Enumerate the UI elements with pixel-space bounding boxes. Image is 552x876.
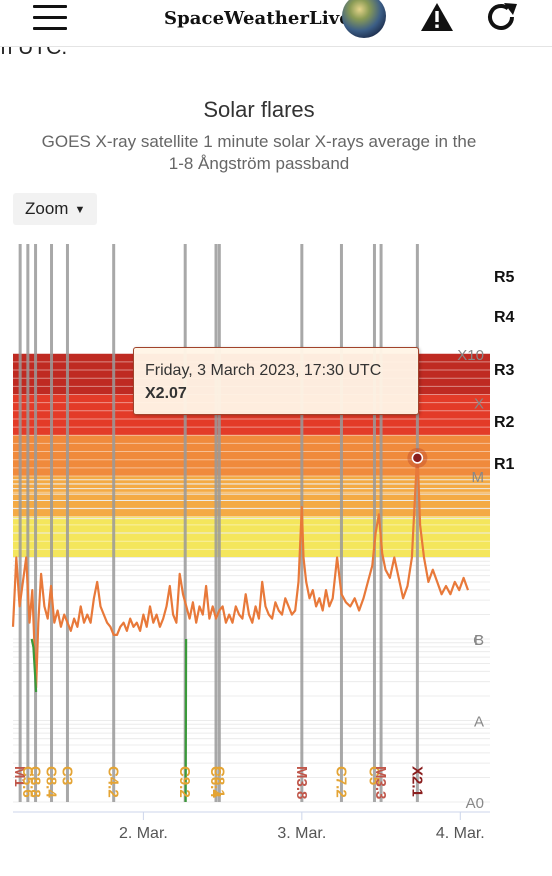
top-bar: SpaceWeatherLive — [0, 0, 552, 47]
chart-subtitle: GOES X-ray satellite 1 minute solar X-ra… — [41, 132, 477, 173]
reload-icon[interactable] — [484, 1, 520, 33]
y-tick-m: M — [472, 469, 485, 486]
warning-icon[interactable] — [420, 2, 454, 32]
hover-point[interactable] — [411, 452, 424, 464]
x-tick-label: 3. Mar. — [277, 825, 326, 842]
y-tick-b: B — [474, 632, 484, 649]
y-tick-a0: A0 — [466, 795, 484, 812]
y-tick-x: X — [474, 396, 484, 413]
flare-label: C8.4 — [43, 766, 60, 798]
flare-label: M3.3 — [372, 766, 389, 799]
flare-label: C3 — [59, 766, 76, 785]
y-tick-x10: X10 — [457, 347, 484, 364]
flare-label: M1 — [11, 766, 28, 787]
flare-label: C6.4 — [207, 766, 224, 798]
chart-tooltip: Friday, 3 March 2023, 17:30 UTC X2.07 — [133, 347, 419, 415]
flare-label: C7.2 — [333, 766, 350, 798]
data-gap-line-1 — [30, 638, 38, 693]
r-band-4 — [13, 476, 490, 517]
x-tick-label: 2. Mar. — [119, 825, 168, 842]
y-tick-c: C — [473, 632, 484, 649]
zoom-button[interactable]: Zoom ▼ — [13, 193, 98, 225]
r-scale-r2: R2 — [494, 414, 515, 431]
r-band-5 — [13, 516, 490, 558]
chart-title: Solar flares — [203, 97, 315, 122]
y-tick-a: A — [474, 714, 484, 731]
flare-label: C5.6 — [19, 766, 36, 798]
tooltip-date: Friday, 3 March 2023, 17:30 UTC — [145, 362, 382, 379]
r-scale-r5: R5 — [494, 269, 515, 286]
hamburger-menu-icon[interactable] — [33, 5, 67, 31]
r-scale-r1: R1 — [494, 456, 515, 473]
flare-label: C9.2 — [176, 766, 193, 798]
flare-label: C8.8 — [27, 766, 44, 798]
r-scale-r3: R3 — [494, 362, 515, 379]
r-scale-r4: R4 — [494, 309, 515, 326]
r-band-3 — [13, 435, 490, 476]
globe-logo-icon[interactable] — [342, 0, 386, 38]
chevron-down-icon: ▼ — [74, 204, 86, 216]
flare-label: C4.2 — [105, 766, 122, 798]
site-brand[interactable]: SpaceWeatherLive — [164, 8, 351, 29]
tooltip-value: X2.07 — [145, 385, 187, 402]
zoom-label: Zoom — [25, 199, 69, 218]
data-gap-line-2 — [184, 638, 188, 803]
flare-label: M3.8 — [293, 766, 310, 799]
x-tick-label: 4. Mar. — [436, 825, 485, 842]
flare-label: C5 — [366, 766, 383, 785]
flare-label: C8.1 — [210, 766, 227, 798]
flare-label: X2.1 — [408, 766, 425, 797]
xray-flux-line — [11, 448, 470, 689]
